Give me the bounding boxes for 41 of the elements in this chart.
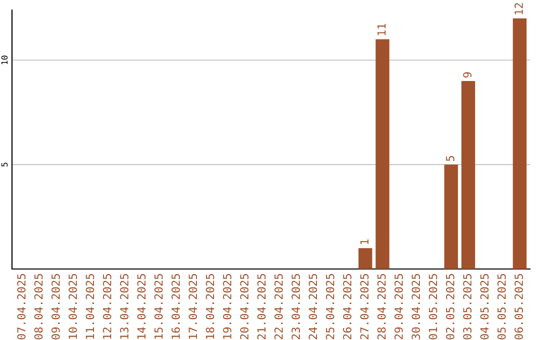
x-tick-label: 18.04.2025 bbox=[206, 274, 214, 339]
x-tick-label: 28.04.2025 bbox=[377, 274, 386, 340]
bar bbox=[512, 18, 527, 269]
x-tick-label: 07.04.2025 bbox=[17, 274, 26, 340]
x-tick-label: 06.05.2025 bbox=[514, 274, 523, 340]
x-tick-label: 22.04.2025 bbox=[274, 274, 283, 340]
x-tick-label: 30.04.2025 bbox=[412, 274, 420, 340]
x-tick-label: 15.04.2025 bbox=[154, 274, 163, 339]
x-tick-label: 11.04.2025 bbox=[86, 274, 94, 339]
x-tick-label: 23.04.2025 bbox=[292, 274, 300, 340]
x-tick-label: 16.04.2025 bbox=[172, 274, 180, 339]
x-tick-label: 14.04.2025 bbox=[137, 274, 146, 339]
data-label: 1 bbox=[360, 239, 368, 244]
x-tick-label: 24.04.2025 bbox=[308, 274, 318, 340]
x-tick-label: 26.04.2025 bbox=[343, 274, 352, 340]
x-tick-label: 19.04.2025 bbox=[222, 274, 232, 339]
x-tick-label: 03.05.2025 bbox=[463, 274, 472, 340]
x-tick-label: 08.04.2025 bbox=[34, 274, 43, 340]
data-label: 5 bbox=[446, 156, 454, 162]
x-tick-label: 13.04.2025 bbox=[120, 274, 128, 339]
x-tick-label: 04.05.2025 bbox=[480, 274, 489, 340]
x-tick-label: 25.04.2025 bbox=[326, 274, 334, 340]
x-tick-label: 29.04.2025 bbox=[394, 274, 403, 340]
x-tick-label: 17.04.2025 bbox=[188, 274, 198, 339]
y-tick-label: 10 bbox=[1, 56, 8, 64]
data-label: 12 bbox=[514, 3, 523, 14]
x-tick-label: 02.05.2025 bbox=[446, 274, 454, 340]
bar bbox=[376, 39, 390, 269]
x-tick-label: 20.04.2025 bbox=[240, 274, 249, 340]
x-tick-label: 09.04.2025 bbox=[51, 274, 60, 340]
x-tick-label: 21.04.2025 bbox=[257, 274, 266, 340]
x-tick-label: 12.04.2025 bbox=[102, 274, 112, 339]
data-label: 11 bbox=[377, 24, 386, 36]
x-tick-label: 27.04.2025 bbox=[360, 274, 369, 340]
bar bbox=[358, 248, 372, 269]
x-tick-label: 01.05.2025 bbox=[428, 274, 438, 340]
data-label: 9 bbox=[463, 72, 472, 78]
x-tick-label: 10.04.2025 bbox=[68, 274, 77, 339]
x-tick-label: 05.05.2025 bbox=[497, 274, 506, 340]
bar bbox=[444, 164, 458, 269]
bar bbox=[461, 81, 476, 269]
